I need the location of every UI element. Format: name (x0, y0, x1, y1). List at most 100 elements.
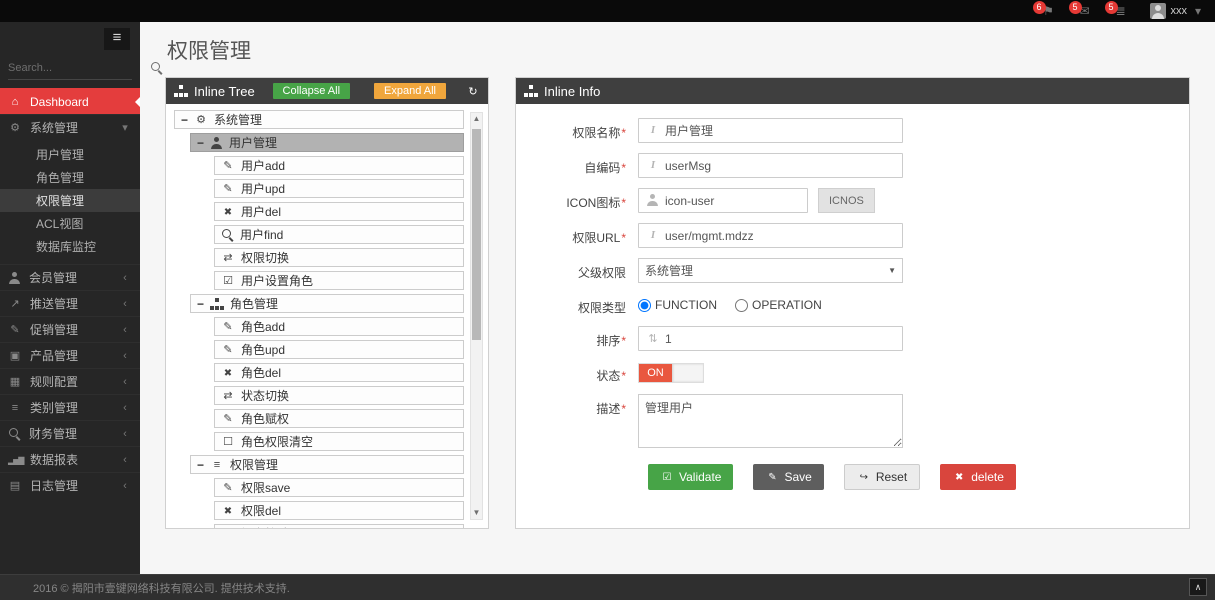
tree-node-系统管理[interactable]: − 系统管理 (174, 110, 464, 129)
tree-node-角色赋权[interactable]: 角色赋权 (214, 409, 464, 428)
tree-node-用户add[interactable]: 用户add (214, 156, 464, 175)
permission-name-input[interactable] (638, 118, 903, 143)
function-radio[interactable] (638, 298, 651, 312)
tree-node-label: 系统管理 (214, 113, 263, 127)
tree-node-label: 用户管理 (229, 136, 278, 150)
sidebar-item-促销管理[interactable]: 促销管理 (0, 316, 140, 342)
tasks-menu-item[interactable]: 5 (1104, 1, 1128, 18)
sidebar-item-Dashboard[interactable]: Dashboard (0, 88, 140, 114)
delete-button[interactable]: delete (940, 464, 1016, 490)
sidebar-item-会员管理[interactable]: 会员管理 (0, 264, 140, 290)
sidebar-toggle-button[interactable]: ≡ (104, 28, 130, 50)
envelope-menu-item[interactable]: 5 (1068, 1, 1092, 18)
tree-node-权限del[interactable]: 权限del (214, 501, 464, 520)
submenu-item-权限管理[interactable]: 权限管理 (0, 189, 140, 212)
collapse-toggle-icon[interactable]: − (197, 457, 205, 472)
list-icon (210, 459, 224, 471)
radio-function[interactable]: FUNCTION (638, 298, 717, 312)
code-input[interactable] (638, 153, 903, 178)
scroll-down-arrow[interactable]: ▼ (472, 508, 481, 517)
parent-permission-select[interactable]: 系统管理 (638, 258, 903, 283)
username: xxx (1170, 5, 1188, 17)
tree-node-状态切换[interactable]: 状态切换 (214, 386, 464, 405)
tree-node-提交校验[interactable]: 提交校验 (214, 524, 464, 528)
text-cursor-icon (646, 124, 660, 136)
submenu-item-用户管理[interactable]: 用户管理 (36, 148, 85, 162)
search-icon (8, 427, 21, 440)
tree-node-用户设置角色[interactable]: 用户设置角色 (214, 271, 464, 290)
tree-node-用户管理[interactable]: − 用户管理 (190, 133, 464, 152)
collapse-all-button[interactable]: Collapse All (272, 83, 351, 99)
tree-node-label: 用户del (241, 205, 282, 219)
tree-node-权限切换[interactable]: 权限切换 (214, 248, 464, 267)
page-title: 权限管理 (167, 40, 251, 63)
collapse-toggle-icon[interactable]: − (197, 296, 205, 311)
tree-node-角色权限清空[interactable]: 角色权限清空 (214, 432, 464, 451)
tree-scrollbar[interactable]: ▲ ▼ (470, 112, 483, 520)
tree-node-用户upd[interactable]: 用户upd (214, 179, 464, 198)
reset-button[interactable]: Reset (843, 464, 921, 490)
field-label-url: 权限URL* (572, 231, 626, 245)
refresh-icon[interactable] (466, 85, 480, 98)
sidebar-item-数据报表[interactable]: 数据报表 (0, 446, 140, 472)
submenu-item-角色管理[interactable]: 角色管理 (36, 171, 85, 185)
newspaper-icon (8, 479, 22, 492)
scroll-to-top-button[interactable]: ∧ (1189, 578, 1207, 596)
sidebar-item-label: 类别管理 (30, 401, 79, 415)
x-icon (952, 472, 966, 483)
tree-node-角色del[interactable]: 角色del (214, 363, 464, 382)
submenu-item-ACL视图[interactable]: ACL视图 (36, 217, 84, 231)
field-label-parent: 父级权限 (577, 266, 626, 280)
sidebar-item-日志管理[interactable]: 日志管理 (0, 472, 140, 498)
text-cursor-icon (646, 159, 660, 171)
icnos-button[interactable]: ICNOS (818, 188, 875, 213)
submenu-item-数据库监控[interactable]: 数据库监控 (36, 240, 97, 254)
sidebar-item-label: 日志管理 (30, 479, 79, 493)
expand-all-button[interactable]: Expand All (374, 83, 446, 99)
check-square-icon (221, 274, 235, 287)
scroll-up-arrow[interactable]: ▲ (472, 114, 481, 123)
inline-tree-header: Inline Tree Collapse All Expand All (166, 78, 488, 104)
field-label-status: 状态* (596, 369, 626, 383)
operation-radio[interactable] (735, 298, 748, 312)
permission-form: 权限名称* 自编码* ICON图标* (516, 104, 1189, 528)
reset-arrow-icon (857, 472, 871, 483)
sort-input[interactable] (638, 326, 903, 351)
sidebar-item-财务管理[interactable]: 财务管理 (0, 420, 140, 446)
tree-node-label: 权限管理 (230, 458, 279, 472)
tree-node-权限save[interactable]: 权限save (214, 478, 464, 497)
description-textarea[interactable]: 管理用户 (638, 394, 903, 448)
sidebar-item-类别管理[interactable]: 类别管理 (0, 394, 140, 420)
search-icon[interactable] (150, 61, 163, 74)
user-icon (8, 271, 21, 284)
sidebar-item-label: 规则配置 (30, 375, 79, 389)
home-icon (8, 96, 22, 108)
radio-operation[interactable]: OPERATION (735, 298, 822, 312)
permission-url-input[interactable] (638, 223, 903, 248)
save-button[interactable]: Save (753, 464, 824, 490)
tree-node-角色add[interactable]: 角色add (214, 317, 464, 336)
tree-node-角色管理[interactable]: − 角色管理 (190, 294, 464, 313)
search-input[interactable] (8, 61, 150, 74)
tree-node-label: 角色权限清空 (241, 435, 314, 449)
tree-node-角色upd[interactable]: 角色upd (214, 340, 464, 359)
flag-menu-item[interactable]: 6 (1032, 1, 1056, 18)
tree-node-用户del[interactable]: 用户del (214, 202, 464, 221)
scrollbar-thumb[interactable] (472, 129, 481, 341)
user-menu[interactable]: xxx (1149, 3, 1206, 19)
x-icon (221, 505, 235, 517)
main-content: 权限管理 Inline Tree Collapse All Expand All… (140, 22, 1215, 574)
copyright-text: 2016 © 揭阳市壹键网络科技有限公司. 提供技术支持. (33, 582, 290, 595)
tree-node-权限管理[interactable]: − 权限管理 (190, 455, 464, 474)
collapse-toggle-icon[interactable]: − (181, 112, 189, 127)
sidebar-item-推送管理[interactable]: 推送管理 (0, 290, 140, 316)
validate-button[interactable]: Validate (648, 464, 734, 490)
status-toggle[interactable]: ON (638, 363, 704, 383)
icon-input[interactable] (638, 188, 808, 213)
tree-node-label: 权限切换 (241, 251, 290, 265)
sidebar-item-产品管理[interactable]: 产品管理 (0, 342, 140, 368)
sidebar-item-系统管理[interactable]: 系统管理 (0, 114, 140, 140)
tree-node-用户find[interactable]: 用户find (214, 225, 464, 244)
sidebar-item-规则配置[interactable]: 规则配置 (0, 368, 140, 394)
collapse-toggle-icon[interactable]: − (197, 135, 205, 150)
